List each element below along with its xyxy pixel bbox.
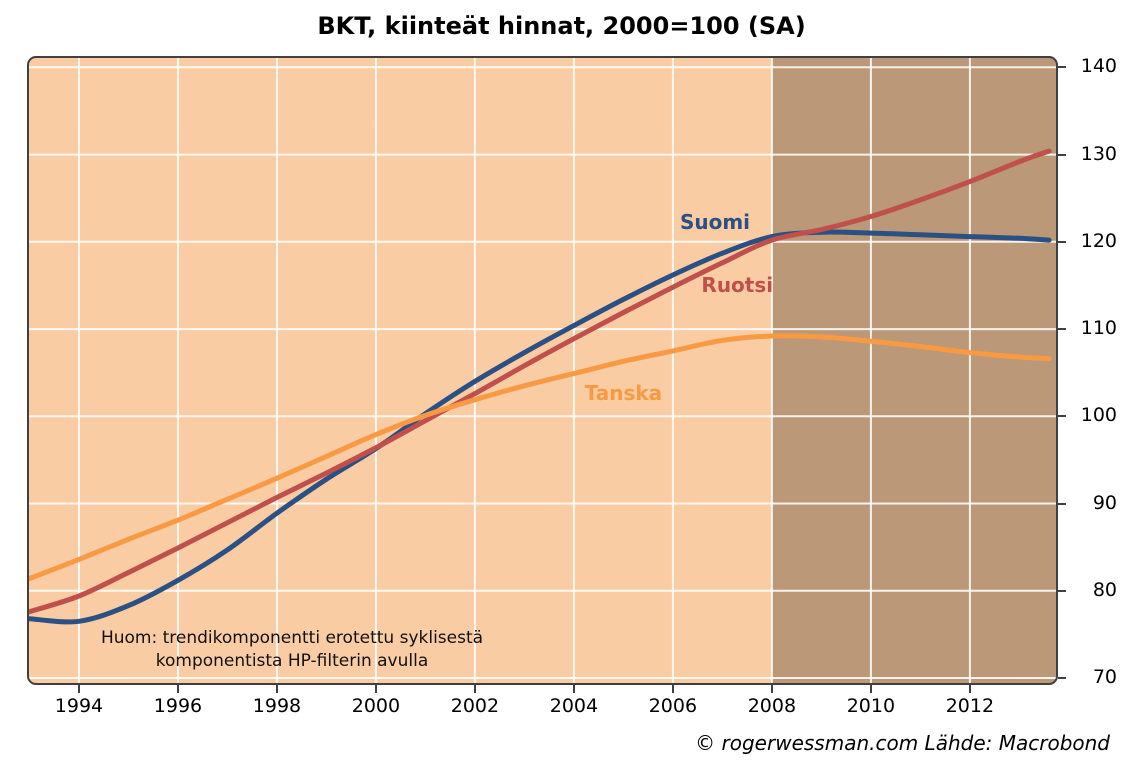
x-tick-mark (968, 685, 971, 693)
y-tick-label: 80 (1092, 578, 1117, 601)
footer-credit: © rogerwessman.com Lähde: Macrobond (695, 731, 1110, 755)
y-tick-mark (1058, 66, 1066, 69)
series-label-ruotsi: Ruotsi (701, 273, 774, 298)
y-tick-label: 100 (1080, 404, 1117, 427)
x-tick-label: 2010 (846, 695, 896, 717)
x-tick-mark (671, 685, 674, 693)
series-line-ruotsi (28, 148, 1052, 615)
y-tick-label: 120 (1080, 229, 1117, 252)
plot-canvas (27, 56, 1058, 685)
y-tick-mark (1058, 677, 1066, 680)
series-label-suomi: Suomi (679, 209, 751, 234)
x-tick-label: 2008 (747, 695, 797, 717)
y-tick-label: 130 (1080, 142, 1117, 165)
y-tick-mark (1058, 328, 1066, 331)
y-tick-mark (1058, 153, 1066, 156)
plot-border (27, 56, 1058, 685)
chart-note: Huom: trendikomponentti erotettu syklise… (91, 627, 493, 673)
y-tick-mark (1058, 589, 1066, 592)
chart-note-line2: komponentista HP-filterin avulla (155, 651, 429, 671)
chart-title: BKT, kiinteät hinnat, 2000=100 (SA) (317, 12, 806, 40)
y-tick-label: 70 (1092, 666, 1117, 689)
y-tick-mark (1058, 240, 1066, 243)
forecast-shaded-region (771, 57, 1057, 684)
y-tick-label: 90 (1092, 491, 1117, 514)
y-tick-mark (1058, 415, 1066, 418)
x-tick-label: 2004 (549, 695, 599, 717)
x-tick-label: 1996 (153, 695, 203, 717)
series-line-suomi (28, 229, 1052, 625)
x-tick-mark (176, 685, 179, 693)
x-tick-mark (77, 685, 80, 693)
y-tick-mark (1058, 502, 1066, 505)
chart-note-line1: Huom: trendikomponentti erotettu syklise… (100, 628, 484, 648)
x-tick-mark (275, 685, 278, 693)
y-tick-label: 140 (1080, 55, 1117, 78)
x-tick-mark (770, 685, 773, 693)
x-tick-mark (869, 685, 872, 693)
x-tick-label: 2002 (450, 695, 500, 717)
x-tick-label: 2000 (351, 695, 401, 717)
x-tick-label: 1994 (54, 695, 104, 717)
plot-area (27, 56, 1058, 685)
x-tick-mark (374, 685, 377, 693)
x-tick-label: 2006 (648, 695, 698, 717)
y-tick-label: 110 (1080, 317, 1117, 340)
x-tick-mark (473, 685, 476, 693)
x-tick-mark (572, 685, 575, 693)
x-tick-label: 2012 (945, 695, 995, 717)
series-line-tanska (28, 333, 1052, 582)
x-tick-label: 1998 (252, 695, 302, 717)
series-label-tanska: Tanska (584, 380, 663, 405)
